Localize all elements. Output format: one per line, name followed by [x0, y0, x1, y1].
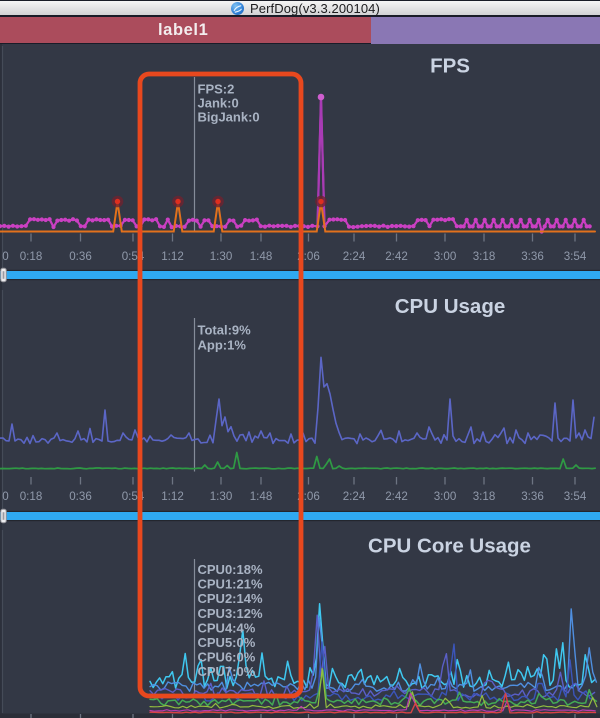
svg-text:CPU0:18%: CPU0:18% [198, 562, 263, 577]
svg-text:CPU Core Usage: CPU Core Usage [368, 535, 531, 558]
svg-text:FPS:2: FPS:2 [198, 82, 235, 97]
svg-text:3:00: 3:00 [434, 490, 457, 503]
svg-text:CPU6:0%: CPU6:0% [198, 650, 256, 665]
svg-text:3:36: 3:36 [521, 490, 544, 503]
svg-text:0:18: 0:18 [20, 250, 43, 263]
svg-text:3:54: 3:54 [564, 250, 587, 263]
svg-text:3:18: 3:18 [473, 250, 496, 263]
svg-text:Jank:0: Jank:0 [198, 96, 239, 111]
svg-text:1:30: 1:30 [210, 490, 233, 503]
svg-text:3:00: 3:00 [434, 250, 457, 263]
svg-text:0:36: 0:36 [69, 490, 92, 503]
svg-text:Total:9%: Total:9% [198, 323, 252, 338]
svg-text:CPU5:0%: CPU5:0% [198, 635, 256, 650]
svg-text:1:48: 1:48 [250, 250, 273, 263]
svg-text:CPU2:14%: CPU2:14% [198, 591, 263, 606]
svg-text:FPS: FPS [430, 55, 470, 78]
svg-text:2:42: 2:42 [385, 250, 408, 263]
svg-text:0: 0 [2, 250, 8, 263]
svg-text:CPU3:12%: CPU3:12% [198, 606, 263, 621]
svg-text:3:36: 3:36 [521, 250, 544, 263]
svg-text:CPU7:0%: CPU7:0% [198, 664, 256, 679]
svg-text:CPU4:4%: CPU4:4% [198, 620, 256, 635]
svg-text:BigJank:0: BigJank:0 [198, 110, 260, 125]
svg-text:1:12: 1:12 [161, 490, 184, 503]
svg-text:App:1%: App:1% [198, 338, 247, 353]
svg-text:2:42: 2:42 [385, 490, 408, 503]
svg-text:3:18: 3:18 [473, 490, 496, 503]
svg-text:CPU Usage: CPU Usage [395, 295, 506, 318]
svg-text:0:36: 0:36 [69, 250, 92, 263]
svg-text:1:30: 1:30 [210, 250, 233, 263]
svg-text:0:18: 0:18 [20, 490, 43, 503]
svg-text:CPU1:21%: CPU1:21% [198, 577, 263, 592]
svg-text:3:54: 3:54 [564, 490, 587, 503]
svg-text:0: 0 [2, 490, 8, 503]
svg-text:2:24: 2:24 [343, 490, 366, 503]
svg-text:1:12: 1:12 [161, 250, 184, 263]
svg-text:2:24: 2:24 [343, 250, 366, 263]
svg-text:1:48: 1:48 [250, 490, 273, 503]
